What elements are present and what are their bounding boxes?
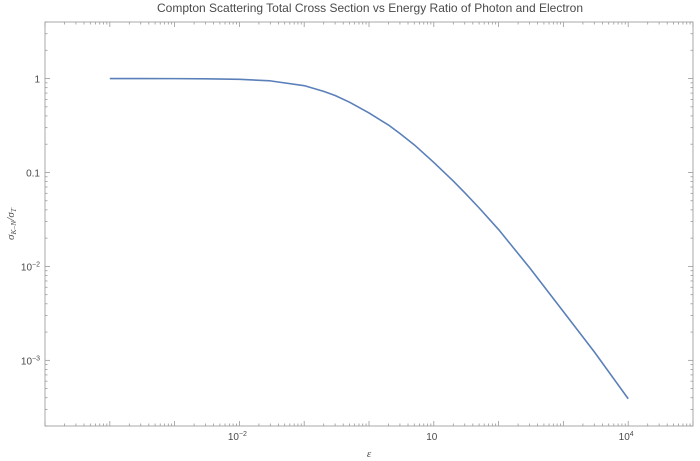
y-tick-label: 10−2 (21, 261, 40, 273)
plot-frame (44, 21, 694, 427)
tick-marks (44, 21, 694, 427)
x-tick-label: 10−2 (228, 431, 247, 443)
x-axis-label: ε (367, 448, 372, 460)
y-axis-label-sigma: σ (5, 234, 17, 240)
x-tick-labels: 10−2 10 104 (228, 431, 634, 443)
series-line-0 (109, 77, 629, 400)
y-tick-label: 10−3 (21, 355, 40, 367)
y-axis-label-sub2: T (9, 207, 18, 212)
y-axis-label-sigma2: σ (5, 212, 17, 218)
chart-title: Compton Scattering Total Cross Section v… (157, 1, 583, 15)
series-layer (109, 77, 629, 400)
y-axis-label: σK–N/σT (5, 207, 18, 240)
y-axis-label-slash: / (5, 217, 17, 222)
x-tick-label: 104 (619, 431, 634, 443)
y-tick-label: 0.1 (26, 168, 40, 179)
x-tick-label: 10 (426, 432, 438, 443)
y-axis-label-sub1: K–N (9, 220, 18, 236)
y-tick-label: 1 (34, 75, 40, 86)
y-tick-labels: 1 0.1 10−2 10−3 (21, 75, 41, 368)
